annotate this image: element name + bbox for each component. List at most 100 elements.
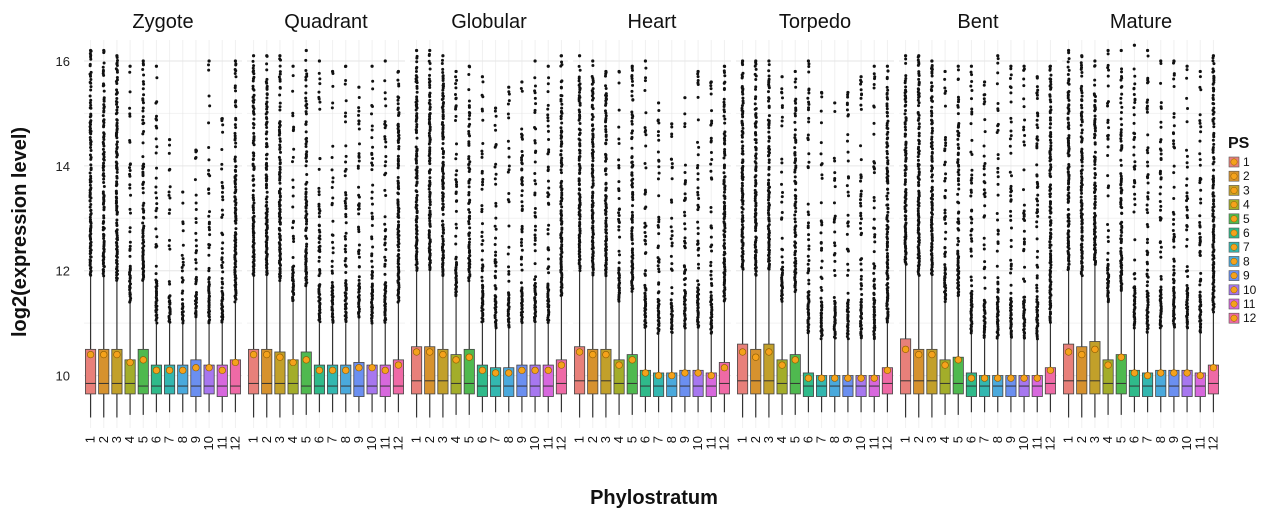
outlier-point: [414, 74, 418, 78]
outlier-point: [643, 88, 647, 92]
box-mean-marker: [426, 348, 434, 356]
outlier-point: [370, 252, 374, 256]
outlier-point: [427, 229, 431, 233]
outlier-point: [89, 211, 93, 215]
outlier-point: [657, 270, 661, 274]
outlier-point: [102, 161, 106, 165]
outlier-points: [141, 59, 146, 282]
outlier-point: [278, 210, 282, 214]
outlier-point: [115, 208, 119, 212]
outlier-point: [168, 238, 172, 242]
outlier-point: [441, 91, 445, 95]
outlier-point: [480, 169, 484, 173]
outlier-point: [115, 105, 119, 109]
outlier-point: [546, 103, 550, 107]
outlier-point: [754, 272, 758, 276]
panel-background: [247, 40, 405, 428]
outlier-point: [167, 305, 171, 309]
outlier-point: [357, 127, 361, 131]
outlier-point: [631, 247, 635, 251]
outlier-point: [455, 226, 459, 230]
outlier-point: [305, 72, 309, 76]
outlier-point: [766, 211, 770, 215]
outlier-point: [317, 167, 321, 171]
outlier-point: [384, 171, 388, 175]
box-mean-marker: [602, 350, 610, 359]
outlier-point: [455, 169, 459, 173]
outlier-point: [885, 214, 889, 218]
outlier-point: [454, 82, 458, 86]
outlier-point: [807, 70, 811, 74]
outlier-point: [819, 266, 823, 270]
outlier-max-point: [793, 69, 797, 74]
outlier-point: [180, 253, 184, 257]
outlier-max-point: [740, 59, 745, 63]
box-mean-marker: [505, 369, 513, 377]
outlier-point: [670, 234, 674, 238]
outlier-point: [846, 213, 850, 217]
outlier-point: [89, 174, 93, 178]
outlier-point: [859, 319, 863, 323]
outlier-point: [753, 102, 757, 106]
outlier-point: [767, 223, 771, 227]
outlier-point: [291, 267, 295, 271]
outlier-point: [820, 173, 824, 177]
box-mean-marker: [901, 345, 910, 353]
outlier-point: [591, 64, 595, 68]
outlier-point: [291, 282, 295, 286]
outlier-point: [480, 93, 484, 97]
outlier-point: [264, 80, 268, 84]
outlier-point: [207, 94, 211, 98]
outlier-point: [102, 214, 106, 218]
outlier-point: [142, 162, 146, 166]
outlier-point: [604, 96, 608, 100]
outlier-point: [142, 244, 146, 248]
outlier-point: [180, 269, 184, 273]
outlier-point: [833, 159, 837, 163]
outlier-point: [766, 90, 770, 94]
outlier-point: [181, 321, 185, 325]
outlier-point: [859, 217, 863, 221]
outlier-point: [428, 91, 432, 95]
outlier-point: [617, 81, 621, 85]
outlier-point: [128, 279, 132, 283]
x-tick-label: 9: [188, 436, 203, 443]
outlier-point: [344, 221, 348, 225]
outlier-point: [794, 224, 798, 228]
outlier-point: [591, 271, 595, 275]
outlier-point: [533, 238, 537, 242]
outlier-point: [696, 232, 700, 236]
outlier-point: [291, 226, 295, 230]
outlier-point: [154, 151, 158, 155]
outlier-point: [591, 132, 595, 136]
outlier-point: [318, 283, 322, 287]
outlier-point: [383, 122, 387, 126]
outlier-point: [656, 326, 660, 330]
outlier-point: [683, 192, 687, 196]
outlier-point: [220, 263, 224, 267]
outlier-point: [154, 114, 158, 118]
outlier-point: [604, 127, 608, 131]
outlier-point: [520, 154, 524, 158]
outlier-point: [467, 155, 471, 159]
outlier-max-point: [207, 59, 211, 63]
outlier-point: [533, 96, 537, 100]
outlier-point: [265, 152, 269, 156]
outlier-point: [740, 246, 744, 250]
outlier-point: [181, 260, 185, 264]
outlier-point: [903, 125, 907, 129]
box-mean-marker: [179, 366, 187, 374]
outlier-point: [846, 262, 850, 266]
outlier-point: [440, 62, 444, 66]
outlier-point: [331, 180, 335, 184]
outlier-point: [233, 145, 237, 149]
outlier-point: [384, 258, 388, 262]
outlier-point: [142, 180, 146, 184]
outlier-point: [330, 201, 334, 205]
outlier-point: [560, 63, 564, 67]
outlier-point: [709, 139, 713, 143]
outlier-point: [819, 275, 823, 279]
outlier-point: [494, 114, 498, 118]
outlier-point: [115, 118, 119, 122]
